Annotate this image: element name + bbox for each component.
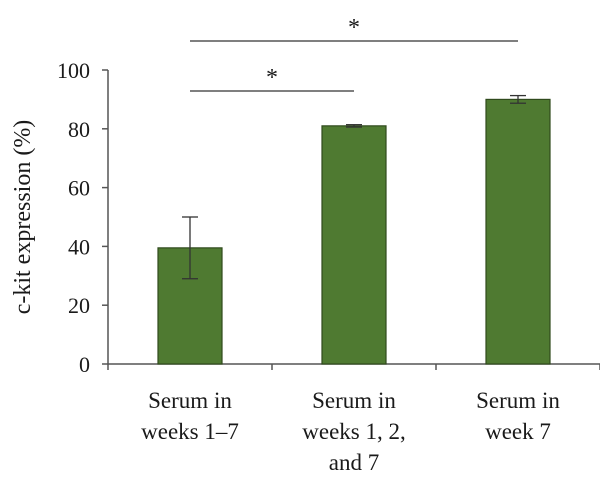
y-axis-label: c-kit expression (%) <box>10 120 36 315</box>
y-tick-label: 20 <box>68 293 90 318</box>
bar <box>485 98 551 365</box>
category-label: weeks 1, 2, <box>302 419 405 444</box>
category-label: and 7 <box>329 450 379 475</box>
plot-area: 0 20 40 60 80 100 c-kit expression (%) Serum in… <box>10 15 600 475</box>
category-label: week 7 <box>485 419 551 444</box>
y-tick-label: 40 <box>68 234 90 259</box>
bar <box>321 125 387 365</box>
y-tick-label: 80 <box>68 117 90 142</box>
significance-marker: * <box>266 65 278 91</box>
category-label: Serum in <box>148 388 232 413</box>
y-tick-label: 0 <box>79 352 90 377</box>
category-label: weeks 1–7 <box>141 419 239 444</box>
y-tick-label: 60 <box>68 176 90 201</box>
y-tick-label: 100 <box>57 58 90 83</box>
category-label: Serum in <box>312 388 396 413</box>
significance-marker: * <box>348 15 360 41</box>
category-label: Serum in <box>476 388 560 413</box>
